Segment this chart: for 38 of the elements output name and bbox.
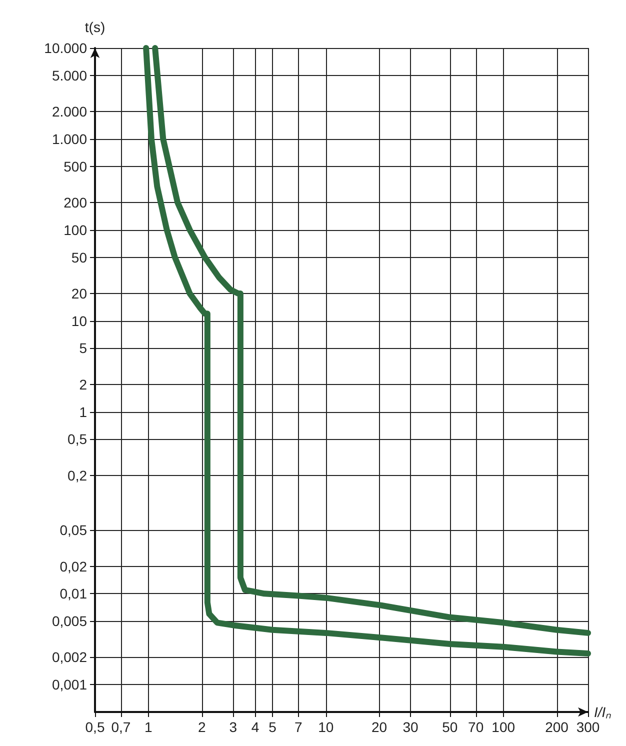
x-tick-label: 0,7 <box>111 719 131 735</box>
y-tick-label: 0,005 <box>52 613 88 630</box>
y-tick-label: 2 <box>79 376 88 392</box>
x-tick-label: 4 <box>251 719 260 735</box>
x-axis-title: I/Iₙ <box>594 704 612 720</box>
y-tick-label: 1.000 <box>52 130 88 147</box>
y-tick-label: 0,001 <box>52 676 88 693</box>
x-tick-label: 30 <box>402 719 419 735</box>
y-tick-label: 500 <box>64 158 88 174</box>
y-tick-label: 10 <box>71 312 88 329</box>
y-tick-label: 0,01 <box>60 586 88 602</box>
x-tick-label: 70 <box>468 719 484 735</box>
y-tick-label: 0,2 <box>68 467 88 484</box>
y-tick-label: 0,002 <box>52 649 88 666</box>
x-tick-label: 20 <box>372 719 388 735</box>
y-tick-label: 20 <box>71 285 88 302</box>
y-tick-label: 5.000 <box>52 67 88 84</box>
x-tick-label: 100 <box>492 719 516 735</box>
x-tick-label: 2 <box>198 719 206 735</box>
y-tick-label: 0,5 <box>68 431 88 448</box>
y-tick-label: 200 <box>64 194 88 211</box>
y-tick-label: 1 <box>79 404 88 420</box>
x-tick-label: 3 <box>229 719 238 735</box>
x-tick-label: 1 <box>144 719 153 735</box>
y-tick-label: 5 <box>79 340 88 356</box>
x-tick-label: 50 <box>442 719 458 735</box>
x-tick-label: 5 <box>268 719 277 735</box>
y-tick-label: 10.000 <box>44 40 88 56</box>
x-tick-label: 300 <box>576 719 600 735</box>
y-tick-label: 0,05 <box>60 522 88 538</box>
x-tick-label: 7 <box>294 719 302 735</box>
y-tick-label: 0,02 <box>60 558 88 574</box>
y-axis-title: t(s) <box>84 19 106 35</box>
y-tick-label: 2.000 <box>52 104 88 120</box>
y-tick-label: 100 <box>64 222 88 238</box>
y-tick-label: 50 <box>71 249 88 266</box>
x-tick-label: 10 <box>318 719 334 735</box>
x-tick-label: 200 <box>545 719 569 735</box>
